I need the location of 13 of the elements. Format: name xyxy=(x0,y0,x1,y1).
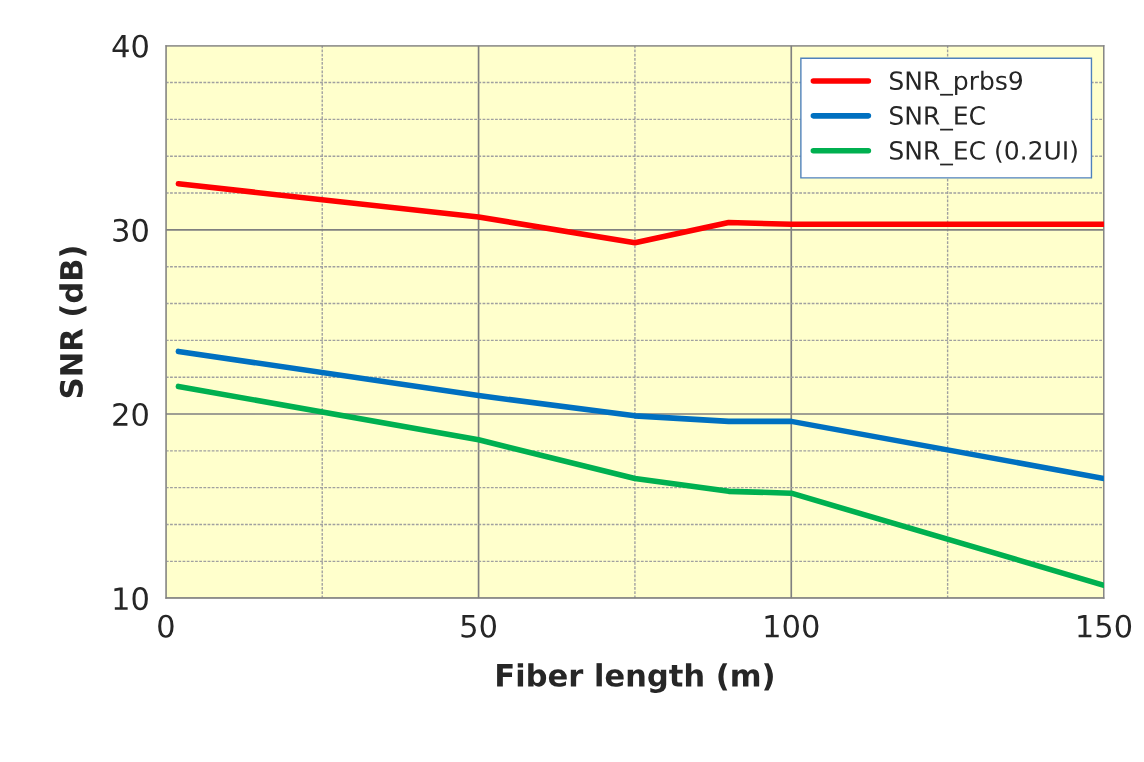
legend-label: SNR_EC (0.2UI) xyxy=(890,140,1077,166)
x-axis-title: Fiber length (m) xyxy=(497,663,773,693)
x-tick-label: 0 xyxy=(158,614,174,638)
y-axis-title: SNR (dB) xyxy=(59,247,87,398)
x-tick-label: 50 xyxy=(461,614,496,638)
legend-label: SNR_prbs9 xyxy=(890,70,1023,96)
y-tick-label: 30 xyxy=(113,218,148,242)
y-tick-label: 40 xyxy=(112,34,148,58)
y-tick-label: 20 xyxy=(113,402,148,427)
y-tick-label: 10 xyxy=(114,587,148,611)
x-tick-label: 100 xyxy=(765,614,819,638)
x-tick-label: 150 xyxy=(1078,614,1132,638)
legend-label: SNR_EC xyxy=(890,106,985,131)
